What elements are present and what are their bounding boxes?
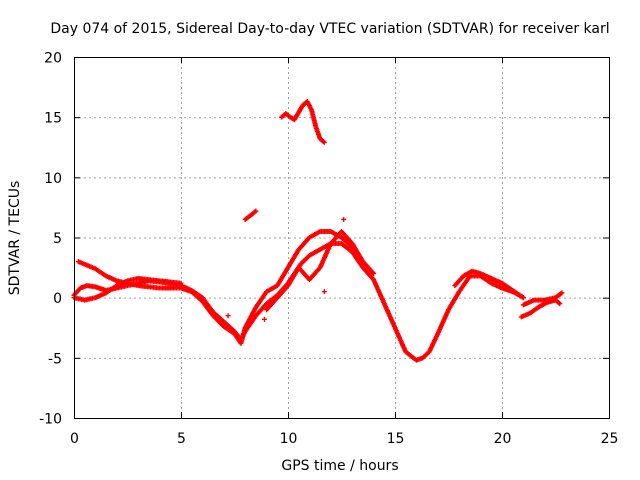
y-tick-label: -10 xyxy=(39,412,62,428)
x-tick-label: 0 xyxy=(70,431,79,447)
x-tick-label: 25 xyxy=(601,431,619,447)
data-point xyxy=(261,316,267,322)
data-point xyxy=(371,271,377,277)
data-point xyxy=(559,290,565,296)
data-point xyxy=(520,295,526,301)
series-trace-i xyxy=(242,208,259,222)
data-point xyxy=(253,208,259,214)
x-tick-label: 20 xyxy=(494,431,512,447)
data-point xyxy=(321,289,327,295)
data-point xyxy=(360,259,366,265)
data-point xyxy=(178,280,184,286)
data-point xyxy=(341,216,347,222)
y-tick-label: -5 xyxy=(48,351,62,367)
series-trace-d xyxy=(264,228,366,313)
x-tick-label: 10 xyxy=(280,431,298,447)
chart-title: Day 074 of 2015, Sidereal Day-to-day VTE… xyxy=(50,21,609,37)
series-scatter-isolated xyxy=(225,216,347,322)
series-trace-c xyxy=(71,275,184,303)
data-point xyxy=(321,139,327,145)
y-axis-label: SDTVAR / TECUs xyxy=(7,181,23,296)
plot-frame xyxy=(74,57,610,419)
y-tick-label: 20 xyxy=(44,51,62,67)
y-tick-label: 0 xyxy=(53,291,62,307)
data-point xyxy=(557,301,563,307)
data-points xyxy=(71,99,565,363)
series-trace-e xyxy=(452,268,526,301)
series-trace-g xyxy=(520,290,565,308)
data-point xyxy=(225,313,231,319)
y-tick-label: 5 xyxy=(53,231,62,247)
x-axis-label: GPS time / hours xyxy=(281,458,398,474)
tick-labels: 0 5 10 15 20 25 -10 -5 0 5 10 15 20 xyxy=(39,51,618,448)
x-tick-label: 15 xyxy=(387,431,405,447)
y-tick-label: 10 xyxy=(44,171,62,187)
series-trace-a xyxy=(71,241,526,363)
x-tick-label: 5 xyxy=(177,431,186,447)
y-tick-label: 15 xyxy=(44,111,62,127)
series-trace-h xyxy=(279,99,327,145)
